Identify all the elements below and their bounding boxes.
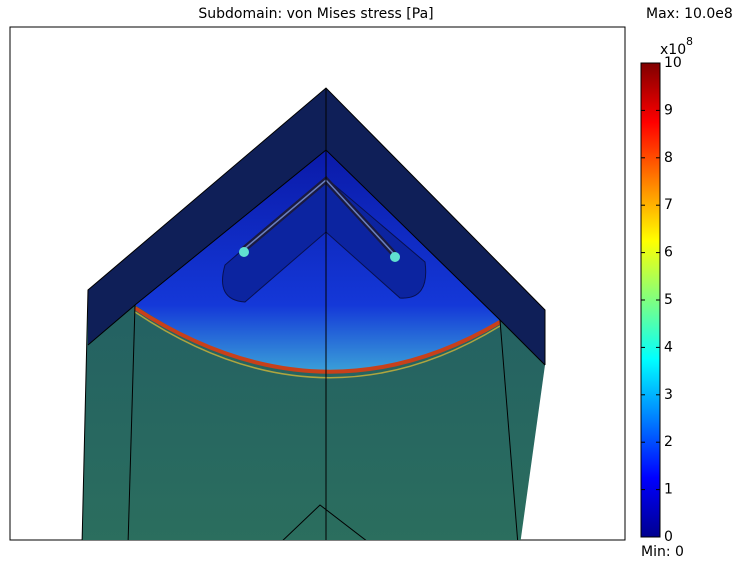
hotspot <box>239 247 249 257</box>
colorbar-tick-label: 7 <box>664 197 673 213</box>
colorbar-tick-label: 4 <box>664 339 673 355</box>
colorbar-tick-label: 8 <box>664 150 673 166</box>
colorbar-tick-label: 0 <box>664 529 673 545</box>
colorbar-tick-label: 3 <box>664 387 673 403</box>
max-label: Max: 10.0e8 <box>646 6 733 22</box>
colorbar-tick-label: 1 <box>664 482 673 498</box>
colorbar-exponent: 8 <box>686 35 693 48</box>
colorbar-tick-label: 9 <box>664 102 673 118</box>
colorbar-tick-label: 2 <box>664 434 673 450</box>
colorbar-tick-label: 6 <box>664 245 673 261</box>
chart: Subdomain: von Mises stress [Pa] Max: 10… <box>0 0 741 565</box>
colorbar-tick-label: 5 <box>664 292 673 308</box>
chart-title: Subdomain: von Mises stress [Pa] <box>198 6 433 22</box>
min-label: Min: 0 <box>641 544 684 560</box>
colorbar-tick-label: 10 <box>664 55 682 71</box>
hotspot <box>390 252 400 262</box>
